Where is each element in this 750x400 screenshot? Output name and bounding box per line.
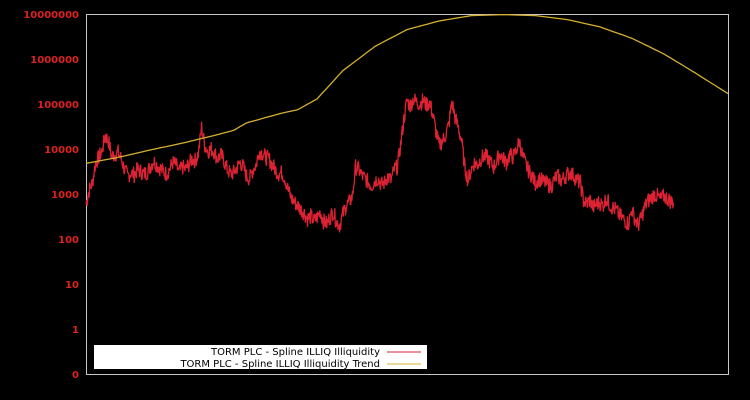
- y-tick-label: 0: [72, 370, 79, 381]
- illiquidity-trend-line: [85, 13, 729, 164]
- legend-box: [94, 345, 427, 369]
- y-axis-ticks: 0 1 10 100 1000 10000 100000 1000000 10000000: [23, 10, 79, 381]
- y-tick-label: 10: [65, 280, 79, 291]
- legend-label-series: TORM PLC - Spline ILLIQ Illiquidity: [210, 347, 380, 358]
- y-tick-label: 1000000: [30, 55, 79, 66]
- legend: TORM PLC - Spline ILLIQ Illiquidity TORM…: [94, 345, 427, 370]
- y-tick-label: 1: [72, 325, 79, 336]
- y-tick-label: 10000000: [23, 10, 79, 21]
- legend-label-trend: TORM PLC - Spline ILLIQ Illiquidity Tren…: [179, 359, 380, 370]
- y-tick-label: 1000: [51, 190, 79, 201]
- y-tick-label: 10000: [44, 145, 79, 156]
- y-tick-label: 100: [58, 235, 79, 246]
- plot-area-frame: [86, 14, 729, 375]
- illiquidity-series-line: [85, 93, 675, 233]
- y-tick-label: 100000: [37, 100, 79, 111]
